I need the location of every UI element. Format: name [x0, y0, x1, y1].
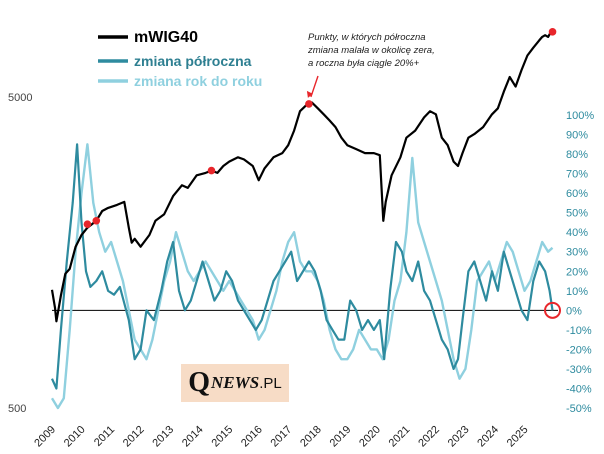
x-tick-label: 2024: [475, 424, 501, 450]
right-tick-label: 20%: [566, 266, 588, 278]
legend-label: mWIG40: [134, 29, 198, 46]
right-tick-label: 0%: [566, 305, 582, 317]
x-tick-label: 2016: [239, 424, 265, 450]
series-layer: [50, 31, 554, 410]
x-tick-label: 2017: [269, 424, 295, 450]
x-tick-label: 2022: [416, 424, 442, 450]
logo-q: Q: [188, 367, 211, 398]
x-tick-label: 2009: [32, 424, 58, 450]
x-tick-label: 2011: [92, 424, 117, 449]
x-tick-label: 2023: [446, 424, 472, 450]
highlight-point: [305, 100, 313, 108]
annotation: Punkty, w których półroczna zmiana malała…: [306, 32, 435, 98]
right-tick-label: 60%: [566, 188, 588, 200]
legend-label: zmiana półroczna: [134, 53, 252, 69]
annotation-arrow: [310, 75, 319, 98]
series-line-zmiana-rok-do-roku: [50, 143, 554, 410]
right-tick-label: 40%: [566, 227, 588, 239]
legend-label: zmiana rok do roku: [134, 73, 262, 89]
axis-layer: 2009 2010 2011 2012 2013 2014 2015 2016 2017 2018…: [8, 92, 594, 449]
highlight-point: [83, 220, 92, 228]
highlight-point: [92, 216, 101, 225]
x-tick-label: 2015: [209, 424, 235, 450]
right-tick-label: -10%: [566, 325, 592, 337]
current-marker-circle: [544, 301, 562, 319]
highlight-point: [548, 28, 557, 36]
annotation-arrowhead: [306, 90, 313, 98]
x-tick-label: 2019: [328, 424, 354, 450]
x-tick-label: 2018: [298, 424, 324, 450]
x-tick-label: 2013: [150, 424, 176, 450]
left-tick-label: 500: [8, 403, 26, 415]
x-tick-label: 2012: [121, 424, 147, 450]
right-tick-label: 70%: [566, 169, 588, 181]
x-tick-label: 2014: [180, 424, 206, 450]
series-line-zmiana-polroczna: [50, 143, 554, 390]
series-line-mwig40: [50, 31, 552, 323]
annotation-line: Punkty, w których półroczna: [308, 32, 426, 43]
x-tick-label: 2010: [62, 424, 88, 450]
x-tick-label: 2020: [357, 424, 383, 450]
right-tick-label: 30%: [566, 247, 588, 259]
right-tick-label: 100%: [566, 110, 594, 122]
left-tick-label: 5000: [8, 92, 32, 104]
legend: mWIG40 zmiana półroczna zmiana rok do roku: [98, 29, 262, 89]
right-tick-label: 90%: [566, 130, 588, 142]
annotation-line: a roczna była ciągle 20%+: [308, 58, 420, 69]
x-tick-label: 2021: [387, 424, 413, 450]
right-tick-label: -30%: [566, 364, 592, 376]
highlight-point: [207, 166, 216, 175]
right-tick-label: 80%: [566, 149, 588, 161]
annotation-line: zmiana malała w okolicę zera,: [307, 45, 435, 56]
qnews-logo: Q NEWS .PL: [181, 364, 289, 402]
x-tick-label: 2025: [505, 424, 531, 450]
right-tick-label: 50%: [566, 208, 588, 220]
right-tick-label: -40%: [566, 383, 592, 395]
highlight-points-layer: [83, 28, 562, 319]
right-tick-label: 10%: [566, 286, 588, 298]
logo-pl: .PL: [259, 374, 282, 392]
right-tick-label: -50%: [566, 403, 592, 415]
right-tick-label: -20%: [566, 344, 592, 356]
logo-news: NEWS: [211, 373, 260, 392]
